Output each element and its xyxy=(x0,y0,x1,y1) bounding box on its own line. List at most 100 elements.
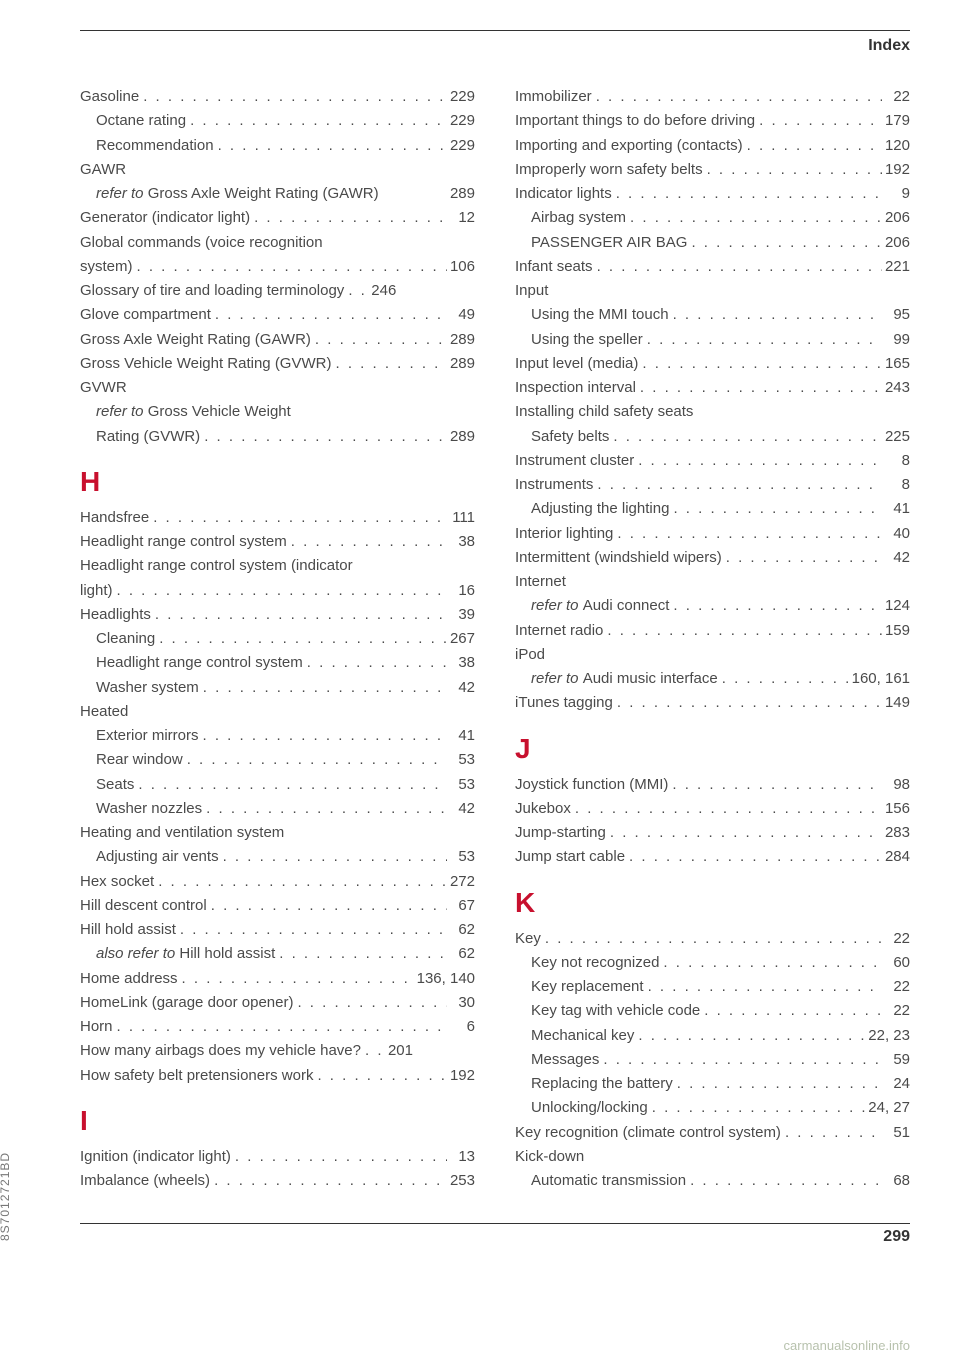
index-entry-label: Indicator lights xyxy=(515,182,612,205)
index-entry-page: 9 xyxy=(882,182,910,205)
index-entry-page: 179 xyxy=(882,109,910,132)
index-entry: Key tag with vehicle code 22 xyxy=(515,999,910,1022)
index-entry-label: light) xyxy=(80,579,113,602)
index-entry-page: 283 xyxy=(882,821,910,844)
index-entry-label: Messages xyxy=(531,1048,599,1071)
index-entry: PASSENGER AIR BAG206 xyxy=(515,231,910,254)
index-entry-text: Kick-down xyxy=(515,1148,584,1165)
leader-dots xyxy=(250,206,447,229)
index-entry-label: Generator (indicator light) xyxy=(80,206,250,229)
index-entry-label: Adjusting air vents xyxy=(96,845,219,868)
index-entry-label: Instrument cluster xyxy=(515,449,634,472)
index-entry-text: Hill hold assist xyxy=(179,945,275,962)
index-entry-text: iTunes tagging xyxy=(515,694,613,711)
index-entry-page: 206 xyxy=(882,206,910,229)
index-entry-label: Key xyxy=(515,927,541,950)
index-entry: Kick-down xyxy=(515,1145,910,1168)
leader-dots xyxy=(176,918,447,941)
index-entry-label: How safety belt pretensioners work xyxy=(80,1064,313,1087)
leader-dots xyxy=(202,797,447,820)
leader-dots xyxy=(755,109,882,132)
column-left: Gasoline229Octane rating229Recommendatio… xyxy=(80,85,475,1193)
index-entry-text: Seats xyxy=(96,776,134,793)
index-entry-label: Home address xyxy=(80,967,178,990)
leader-dots xyxy=(625,845,882,868)
index-entry-page: 159 xyxy=(882,619,910,642)
index-entry-page: 62 xyxy=(447,918,475,941)
index-entry-label: Safety belts xyxy=(531,425,609,448)
leader-dots xyxy=(603,619,882,642)
leader-dots xyxy=(183,748,447,771)
index-entry-text: iPod xyxy=(515,646,545,663)
leader-dots xyxy=(743,134,882,157)
index-entry: Ignition (indicator light) 13 xyxy=(80,1145,475,1168)
leader-dots xyxy=(154,870,447,893)
index-entry: Key not recognized60 xyxy=(515,951,910,974)
index-entry-page: 253 xyxy=(447,1169,475,1192)
index-entry-text: Handsfree xyxy=(80,509,149,526)
index-entry: also refer to Hill hold assist62 xyxy=(80,942,475,965)
index-entry-text: Rating (GVWR) xyxy=(96,428,200,445)
index-entry: Generator (indicator light)12 xyxy=(80,206,475,229)
index-entry-label: Key tag with vehicle code xyxy=(531,999,700,1022)
index-entry-text: Using the MMI touch xyxy=(531,306,669,323)
leader-dots xyxy=(113,1015,447,1038)
index-entry-text: Infant seats xyxy=(515,258,593,275)
index-entry-label: How many airbags does my vehicle have? xyxy=(80,1039,361,1062)
index-entry-text: Joystick function (MMI) xyxy=(515,776,668,793)
index-entry-page: 120 xyxy=(882,134,910,157)
index-entry-page: 22 xyxy=(882,999,910,1022)
index-entry: Intermittent (windshield wipers) 42 xyxy=(515,546,910,569)
index-entry-page: 68 xyxy=(882,1169,910,1192)
index-entry: Mechanical key22, 23 xyxy=(515,1024,910,1047)
index-entry-label: Gross Axle Weight Rating (GAWR) xyxy=(80,328,311,351)
index-entry-page: 229 xyxy=(447,134,475,157)
index-entry-text: Imbalance (wheels) xyxy=(80,1172,210,1189)
section-letter: I xyxy=(80,1105,475,1137)
index-entry: iPod xyxy=(515,643,910,666)
leader-dots xyxy=(669,497,882,520)
index-entry-text: Important things to do before driving xyxy=(515,112,755,129)
index-entry-label: Infant seats xyxy=(515,255,593,278)
index-entry-label: Octane rating xyxy=(96,109,186,132)
index-refer-prefix: refer to xyxy=(96,185,148,202)
index-entry-page: 206 xyxy=(882,231,910,254)
index-entry-text: Messages xyxy=(531,1051,599,1068)
index-entry-page: 42 xyxy=(882,546,910,569)
index-entry-page: 149 xyxy=(882,691,910,714)
leader-dots xyxy=(293,991,447,1014)
bottom-rule xyxy=(80,1223,910,1224)
index-entry-label: Hill descent control xyxy=(80,894,207,917)
index-entry-text: Headlight range control system xyxy=(96,654,303,671)
index-entry-page: 201 xyxy=(385,1039,413,1062)
index-entry: Replacing the battery24 xyxy=(515,1072,910,1095)
index-entry: Hill hold assist62 xyxy=(80,918,475,941)
leader-dots xyxy=(571,797,882,820)
index-entry-page: 192 xyxy=(882,158,910,181)
index-entry: light)16 xyxy=(80,579,475,602)
index-entry-label: Gasoline xyxy=(80,85,139,108)
index-entry-page: 243 xyxy=(882,376,910,399)
index-entry-text: Using the speller xyxy=(531,331,643,348)
index-entry-page: 225 xyxy=(882,425,910,448)
index-entry-label: Intermittent (windshield wipers) xyxy=(515,546,722,569)
index-entry-page: 229 xyxy=(447,85,475,108)
leader-dots xyxy=(593,473,882,496)
index-entry-text: Glossary of tire and loading terminology xyxy=(80,282,344,299)
index-entry-page: 40 xyxy=(882,522,910,545)
index-entry: Internet xyxy=(515,570,910,593)
index-entry-label: Key recognition (climate control system) xyxy=(515,1121,781,1144)
leader-dots xyxy=(606,821,882,844)
index-entry-text: Ignition (indicator light) xyxy=(80,1148,231,1165)
leader-dots xyxy=(133,255,448,278)
index-entry: Messages59 xyxy=(515,1048,910,1071)
index-entry-label: Handsfree xyxy=(80,506,149,529)
leader-dots xyxy=(331,352,447,375)
index-entry-text: Horn xyxy=(80,1018,113,1035)
index-entry-page: 13 xyxy=(447,1145,475,1168)
leader-dots xyxy=(659,951,882,974)
leader-dots xyxy=(200,425,447,448)
index-entry-text: Safety belts xyxy=(531,428,609,445)
index-entry: Instrument cluster8 xyxy=(515,449,910,472)
leader-dots xyxy=(722,546,882,569)
